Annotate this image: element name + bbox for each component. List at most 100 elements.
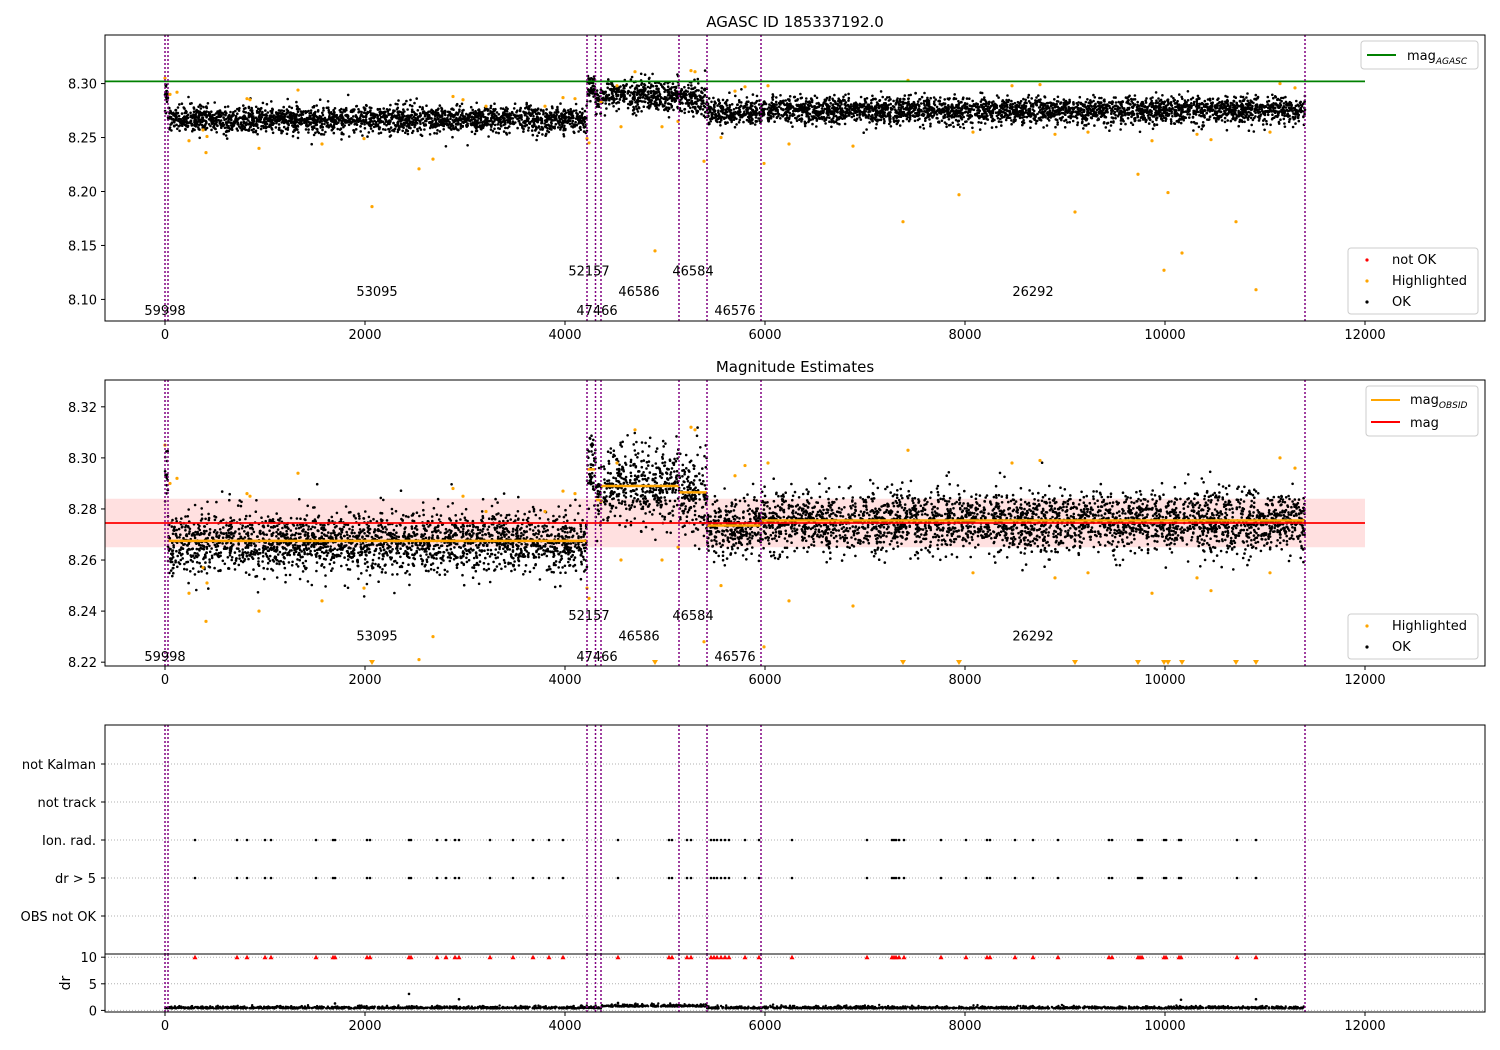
ok-point [477,114,481,117]
ok-point [396,122,400,125]
ok-point [714,118,718,122]
ok-point [396,106,400,110]
ok-point [241,117,245,120]
ok-point [659,96,663,99]
ok-point [646,85,650,89]
ok-point [696,109,699,113]
ok-point [621,94,624,97]
ok-point [217,113,220,117]
ok-point [737,106,741,110]
ok-point [702,102,705,105]
ok-point [483,109,486,112]
ok-point [929,122,932,126]
ok-point [605,107,608,110]
ok-point [617,101,621,104]
ok-point [359,119,363,123]
ok-point [238,125,241,128]
ok-point [418,105,422,109]
ok-point [1094,102,1097,106]
ok-point [192,107,196,110]
ok-point [572,116,575,120]
ok-point [844,93,847,97]
ok-point [625,83,628,86]
ok-point [390,112,394,116]
ok-point [286,122,289,125]
ok-point [935,105,939,109]
ok-point [184,117,188,121]
ok-point [281,111,284,115]
ok-point [703,69,707,72]
ok-point [702,104,706,108]
ok-point [281,115,284,119]
agasc-panel: AGASC ID 185337192.0 5999853095521574746… [68,13,1486,343]
ok-point [555,117,558,121]
ok-point [189,111,192,115]
ok-point [709,117,712,121]
ok-point [238,106,241,110]
ok-point [1232,99,1235,103]
ok-point [346,93,350,97]
ok-point [470,111,473,115]
ok-point [990,115,993,119]
ok-point [1201,121,1205,124]
ok-point [868,121,871,124]
ok-point [654,84,658,88]
ok-point [728,108,731,111]
ok-point [473,113,477,116]
ok-point [652,102,656,106]
ok-point [271,123,275,127]
ok-point [977,105,981,109]
ok-point [669,87,673,91]
ok-point [637,100,640,103]
ok-point [315,121,318,125]
ok-point [487,123,490,126]
ok-point [1128,94,1131,98]
ok-point [435,118,438,122]
ok-point [321,111,324,115]
ok-point [518,114,522,117]
ok-point [707,97,711,100]
ok-point [751,118,754,121]
ok-point [637,96,641,99]
ok-point [1282,102,1286,105]
ok-point [209,124,212,128]
ok-point [263,118,266,121]
ok-point [232,120,236,123]
ok-point [619,85,622,88]
ok-point [200,113,204,117]
ok-point [486,117,489,121]
ok-point [1225,128,1229,132]
ok-point [215,118,218,122]
ok-point [473,132,477,136]
ok-point [1186,112,1189,116]
ok-point [247,105,251,109]
ok-point [195,115,198,118]
ok-point [655,87,658,91]
ok-point [347,123,351,127]
ok-point [1261,123,1265,126]
ok-point [532,114,535,118]
ok-point [693,105,697,109]
ok-point [965,97,969,100]
ok-point [384,128,387,131]
ok-point [1188,113,1192,116]
ok-point [416,129,420,133]
ok-point [401,129,405,133]
ok-point [393,114,396,117]
ok-point [215,115,219,119]
ok-point [229,115,232,118]
ok-point [524,111,527,115]
ok-point [256,107,260,111]
ok-point [416,121,419,125]
ok-point [545,123,548,127]
ok-point [368,110,372,114]
ok-point [284,127,288,131]
ok-point [1056,95,1060,99]
ok-point [664,101,667,105]
ok-point [603,114,607,117]
ok-point [456,118,460,121]
ok-point [698,98,702,102]
ok-point [480,115,483,119]
ok-point [462,108,465,112]
ok-point [862,131,865,134]
